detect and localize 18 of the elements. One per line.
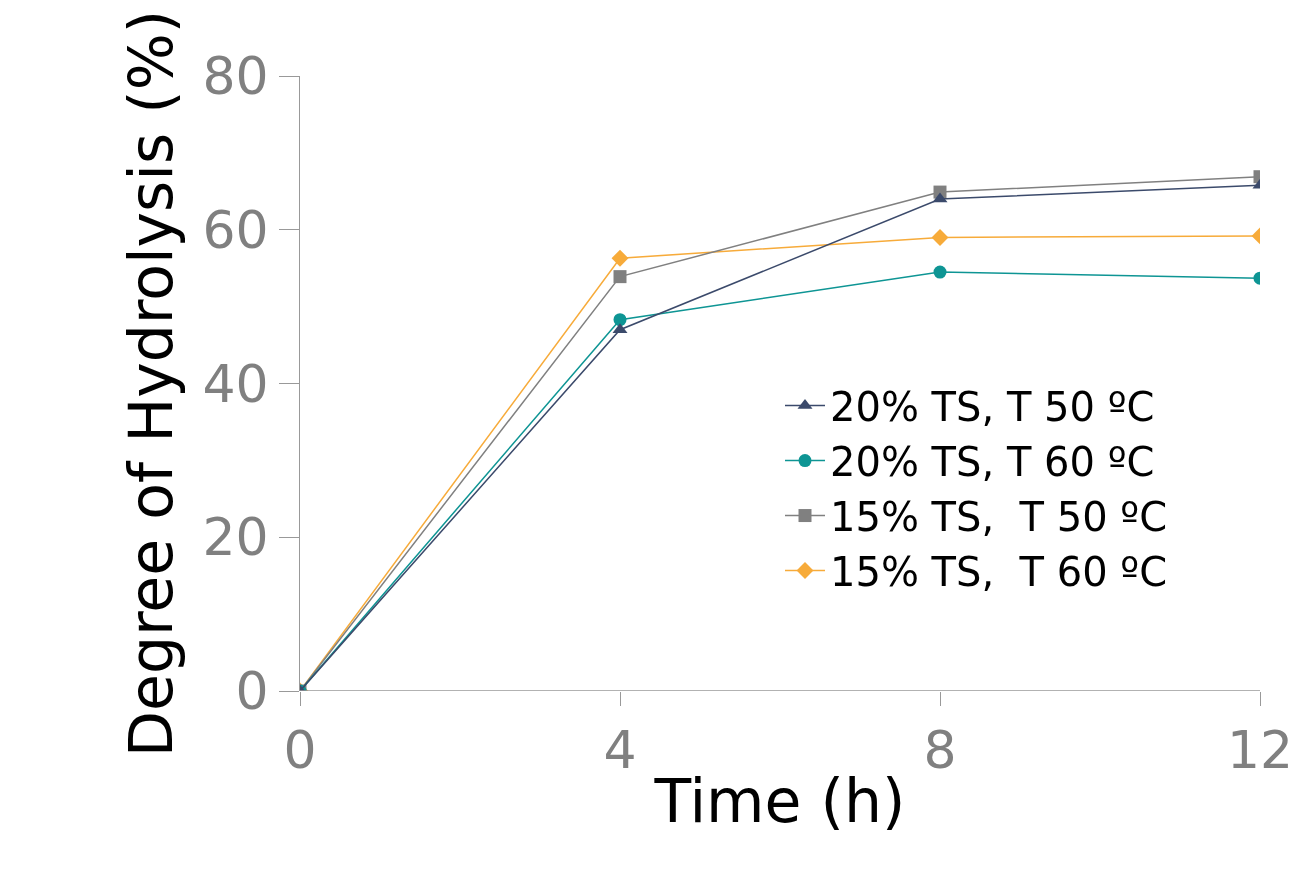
x-tick-label: 8 (923, 720, 957, 781)
x-tick-label: 12 (1226, 720, 1294, 781)
y-tick-label: 0 (235, 661, 269, 722)
legend-label: 20% TS, T 50 ºC (830, 384, 1155, 431)
y-tick-label: 60 (202, 199, 269, 260)
y-tick-label: 40 (202, 353, 269, 414)
y-axis-title: Degree of Hydrolysis (%) (115, 9, 186, 758)
point (611, 249, 629, 267)
point (613, 270, 627, 284)
x-tick-label: 4 (603, 720, 637, 781)
x-tick-label: 0 (283, 720, 317, 781)
y-tick-label: 80 (202, 46, 269, 107)
legend-label: 15% TS, T 50 ºC (830, 494, 1168, 541)
legend-label: 15% TS, T 60 ºC (830, 549, 1168, 596)
x-axis-title: Time (h) (653, 765, 906, 836)
y-tick-label: 20 (202, 507, 269, 568)
point (931, 228, 949, 246)
legend-label: 20% TS, T 60 ºC (830, 439, 1155, 486)
